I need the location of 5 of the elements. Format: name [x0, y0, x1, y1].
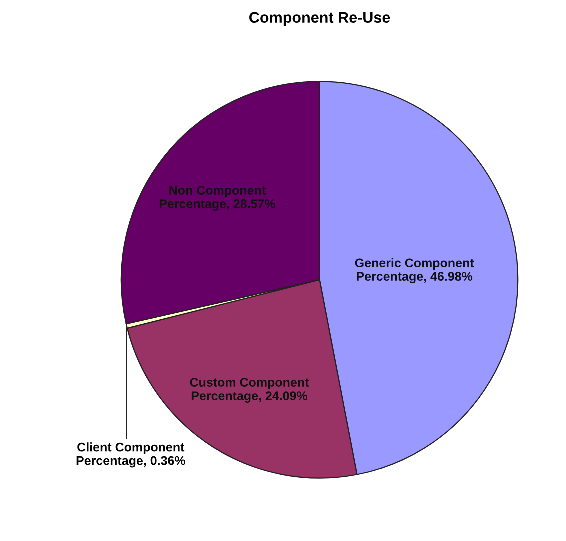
slice-label: Client Component Percentage, 0.36% — [76, 442, 186, 468]
slice-label: Custom Component Percentage, 24.09% — [190, 378, 310, 403]
chart-title: Component Re-Use — [250, 12, 390, 26]
slice-label: Generic Component Percentage, 46.98% — [355, 258, 474, 284]
slice-label: Non Component Percentage, 28.57% — [160, 186, 276, 211]
